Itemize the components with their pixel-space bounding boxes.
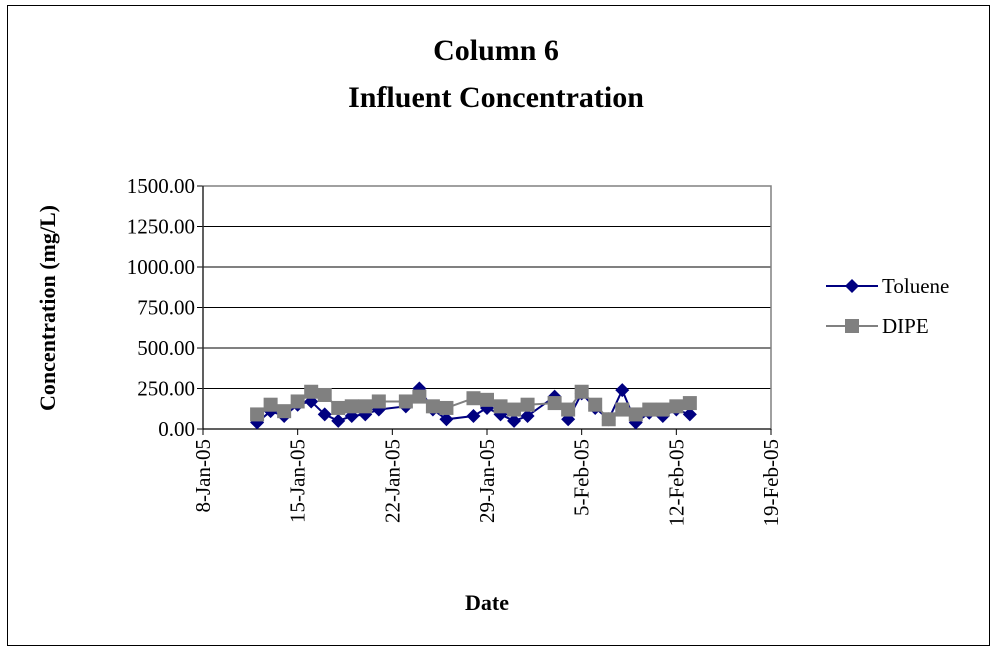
x-tick-label: 8-Jan-05 [191, 439, 215, 512]
legend-label: DIPE [882, 314, 929, 338]
marker [682, 396, 697, 411]
x-tick-label: 22-Jan-05 [380, 439, 404, 523]
chart-subtitle: Influent Concentration [348, 81, 644, 114]
x-tick-label: 15-Jan-05 [286, 439, 310, 523]
marker [466, 391, 481, 406]
marker [439, 412, 454, 427]
marker [682, 407, 697, 422]
marker [439, 400, 454, 415]
y-tick-label: 1250.00 [127, 215, 195, 239]
marker [845, 319, 859, 333]
marker [561, 402, 576, 417]
x-tick-label: 29-Jan-05 [475, 439, 499, 523]
marker [304, 384, 319, 399]
marker [412, 389, 427, 404]
y-tick-label: 750.00 [137, 296, 195, 320]
marker [317, 407, 332, 422]
marker [845, 279, 859, 293]
y-tick-label: 500.00 [137, 336, 195, 360]
legend-label: Toluene [882, 274, 949, 298]
marker [398, 394, 413, 409]
marker [615, 402, 630, 417]
marker [290, 394, 305, 409]
y-tick-label: 1500.00 [127, 174, 195, 198]
marker [371, 394, 386, 409]
marker [358, 399, 373, 414]
marker [628, 407, 643, 422]
x-axis-label: Date [465, 590, 509, 615]
marker [642, 402, 657, 417]
marker [480, 392, 494, 407]
marker [425, 399, 440, 414]
marker [507, 402, 522, 417]
marker [615, 383, 630, 398]
marker [547, 396, 562, 411]
marker [520, 409, 535, 424]
marker [655, 402, 670, 417]
y-tick-label: 0.00 [158, 417, 195, 441]
marker [250, 407, 265, 422]
y-tick-label: 1000.00 [127, 255, 195, 279]
chart-title: Column 6 [433, 34, 559, 67]
marker [601, 412, 616, 427]
marker [493, 399, 508, 414]
marker [277, 404, 292, 419]
marker [344, 399, 359, 414]
y-tick-label: 250.00 [137, 377, 195, 401]
marker [520, 397, 535, 412]
y-axis-label: Concentration (mg/L) [35, 205, 60, 411]
x-tick-label: 5-Feb-05 [570, 439, 594, 516]
marker [574, 384, 589, 399]
marker [507, 413, 522, 428]
marker [669, 399, 684, 414]
marker [331, 400, 346, 415]
marker [466, 409, 481, 424]
x-tick-label: 12-Feb-05 [664, 439, 688, 527]
x-tick-label: 19-Feb-05 [759, 439, 783, 527]
marker [588, 397, 603, 412]
marker [263, 397, 278, 412]
marker [331, 413, 346, 428]
marker [317, 387, 332, 402]
